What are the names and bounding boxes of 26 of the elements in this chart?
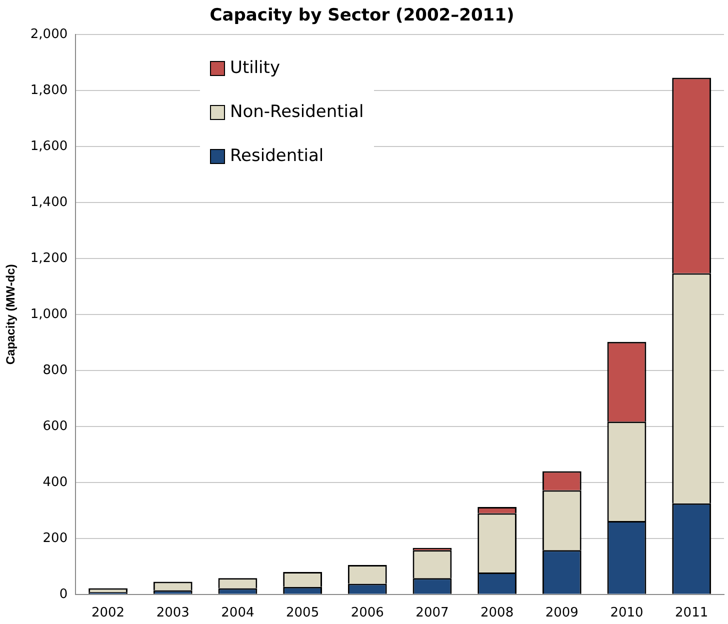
y-axis-title: Capacity (MW-dc) [4,264,18,365]
x-tick-label: 2007 [416,606,449,621]
x-tick-label: 2008 [480,606,514,621]
x-tick-label: 2005 [286,606,320,621]
x-tick-label: 2006 [350,606,384,621]
y-tick-label: 400 [42,474,68,490]
legend-label: Residential [230,146,324,166]
y-tick-label: 800 [42,362,68,378]
y-tick-label: 1,600 [30,138,68,154]
y-tick-label: 200 [42,530,68,546]
x-tick-label: 2009 [545,606,578,621]
x-tick-label: 2011 [675,606,708,621]
x-tick-label: 2004 [221,606,254,621]
y-tick-label: 1,800 [30,82,68,98]
y-tick-label: 1,200 [30,250,68,266]
y-tick-label: 1,400 [30,194,68,210]
legend-label: Utility [230,58,280,78]
y-tick-label: 600 [42,418,68,434]
x-tick-label: 2003 [156,606,190,621]
x-tick-label: 2010 [610,606,644,621]
x-tick-label: 2002 [91,606,125,621]
y-tick-label: 0 [59,586,68,602]
y-tick-label: 1,000 [30,306,68,322]
y-tick-label: 2,000 [30,26,68,42]
legend-label: Non-Residential [230,102,364,122]
chart-title: Capacity by Sector (2002–2011) [210,6,514,26]
